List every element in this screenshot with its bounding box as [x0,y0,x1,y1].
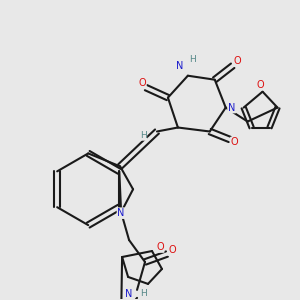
Text: O: O [234,56,242,66]
Text: O: O [138,78,146,88]
Text: O: O [156,242,164,252]
Text: H: H [190,55,196,64]
Text: N: N [228,103,236,112]
Text: O: O [231,137,238,148]
Text: O: O [257,80,264,90]
Text: N: N [125,289,133,299]
Text: H: H [140,131,146,140]
Text: N: N [176,61,184,71]
Text: H: H [140,290,146,298]
Text: N: N [117,208,125,218]
Text: O: O [168,245,176,255]
